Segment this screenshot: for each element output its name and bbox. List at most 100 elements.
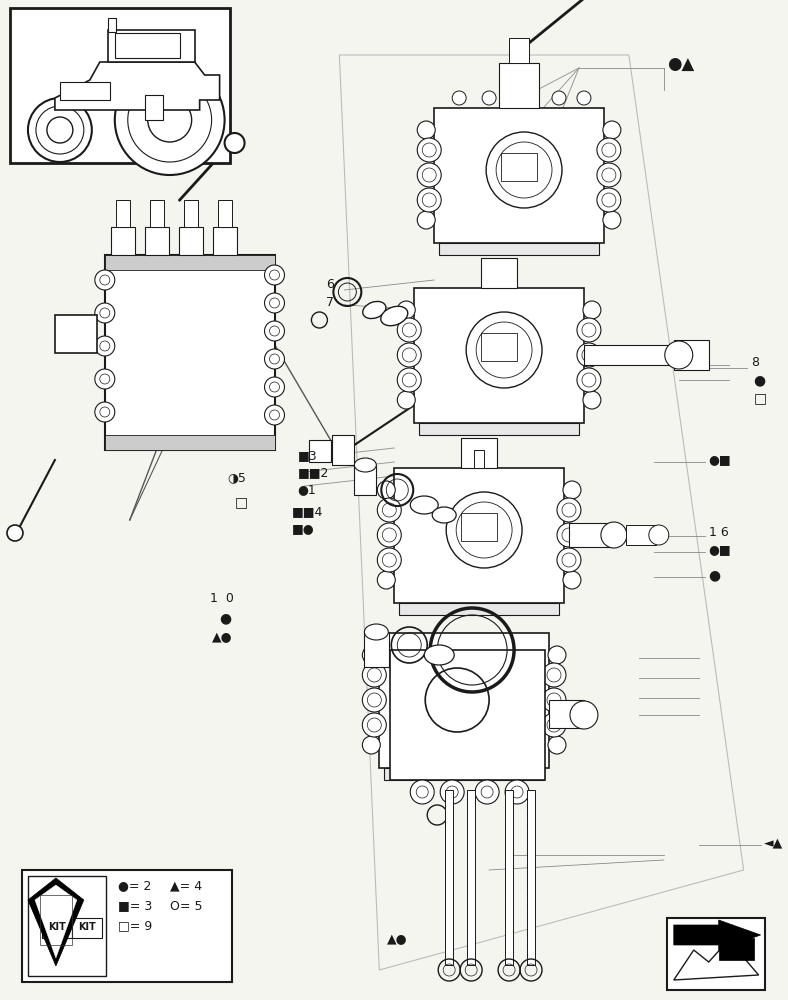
Circle shape xyxy=(603,211,621,229)
Circle shape xyxy=(265,321,284,341)
Circle shape xyxy=(422,143,437,157)
Bar xyxy=(549,700,584,728)
Polygon shape xyxy=(674,920,760,950)
Text: ■●: ■● xyxy=(292,522,314,536)
Circle shape xyxy=(542,688,566,712)
Bar xyxy=(461,513,497,541)
Polygon shape xyxy=(719,938,753,960)
Circle shape xyxy=(440,780,464,804)
Bar xyxy=(499,63,539,108)
Circle shape xyxy=(649,525,669,545)
Circle shape xyxy=(95,402,115,422)
Circle shape xyxy=(542,663,566,687)
Circle shape xyxy=(377,481,396,499)
Circle shape xyxy=(95,336,115,356)
Bar xyxy=(60,82,110,100)
Text: ▲●: ▲● xyxy=(387,934,408,946)
Circle shape xyxy=(362,713,386,737)
Bar xyxy=(667,918,764,990)
Bar xyxy=(385,768,544,780)
Text: 1  0: 1 0 xyxy=(210,591,233,604)
Circle shape xyxy=(417,121,435,139)
Ellipse shape xyxy=(362,301,386,319)
Text: ■■2: ■■2 xyxy=(297,466,329,480)
Circle shape xyxy=(597,163,621,187)
Circle shape xyxy=(511,786,523,798)
Circle shape xyxy=(601,522,627,548)
Circle shape xyxy=(547,668,561,682)
Bar xyxy=(400,603,559,615)
Circle shape xyxy=(377,548,401,572)
Circle shape xyxy=(402,323,416,337)
Bar xyxy=(145,95,162,120)
Circle shape xyxy=(602,143,616,157)
Text: 6: 6 xyxy=(326,278,334,292)
Bar xyxy=(217,200,232,227)
Circle shape xyxy=(397,343,422,367)
Circle shape xyxy=(411,780,434,804)
Ellipse shape xyxy=(355,458,377,472)
Bar xyxy=(569,523,614,547)
Circle shape xyxy=(269,354,280,364)
Circle shape xyxy=(100,407,110,417)
Text: ●1: ●1 xyxy=(297,484,316,496)
Circle shape xyxy=(402,373,416,387)
Circle shape xyxy=(505,780,529,804)
Bar xyxy=(390,650,545,780)
Text: ●■: ●■ xyxy=(708,454,731,466)
Ellipse shape xyxy=(364,624,388,640)
Circle shape xyxy=(446,492,522,568)
Circle shape xyxy=(100,341,110,351)
Circle shape xyxy=(382,553,396,567)
Circle shape xyxy=(362,663,386,687)
Circle shape xyxy=(563,571,581,589)
Circle shape xyxy=(570,701,598,729)
Text: ◄▲: ◄▲ xyxy=(764,836,782,850)
Circle shape xyxy=(562,553,576,567)
Circle shape xyxy=(397,301,415,319)
Bar xyxy=(105,255,274,450)
Circle shape xyxy=(583,301,601,319)
Polygon shape xyxy=(28,878,84,966)
Circle shape xyxy=(665,341,693,369)
Bar xyxy=(145,227,169,255)
Circle shape xyxy=(367,668,381,682)
Circle shape xyxy=(362,736,381,754)
Circle shape xyxy=(367,693,381,707)
Circle shape xyxy=(597,188,621,212)
Polygon shape xyxy=(108,30,195,62)
Circle shape xyxy=(417,211,435,229)
Text: KIT: KIT xyxy=(78,922,95,932)
Bar xyxy=(446,678,482,706)
Circle shape xyxy=(547,718,561,732)
Text: □= 9: □= 9 xyxy=(117,920,152,932)
Bar xyxy=(72,918,102,938)
Circle shape xyxy=(402,348,416,362)
Circle shape xyxy=(362,646,381,664)
Ellipse shape xyxy=(411,496,438,514)
Circle shape xyxy=(557,523,581,547)
Circle shape xyxy=(562,528,576,542)
Circle shape xyxy=(577,368,601,392)
Circle shape xyxy=(577,318,601,342)
Circle shape xyxy=(269,270,280,280)
Bar xyxy=(105,435,274,450)
Circle shape xyxy=(597,138,621,162)
Text: 1 6: 1 6 xyxy=(708,526,728,540)
Bar xyxy=(55,315,97,353)
Circle shape xyxy=(482,91,496,105)
Bar xyxy=(474,450,484,468)
Circle shape xyxy=(582,373,596,387)
Circle shape xyxy=(577,343,601,367)
Text: ●: ● xyxy=(708,568,721,582)
Circle shape xyxy=(269,382,280,392)
Circle shape xyxy=(7,525,23,541)
Circle shape xyxy=(100,308,110,318)
Bar xyxy=(501,153,537,181)
Text: ●= 2: ●= 2 xyxy=(117,880,151,892)
Text: ■3: ■3 xyxy=(297,450,317,462)
Polygon shape xyxy=(55,62,220,110)
Bar xyxy=(10,8,229,163)
Circle shape xyxy=(397,318,422,342)
Bar xyxy=(527,790,535,965)
